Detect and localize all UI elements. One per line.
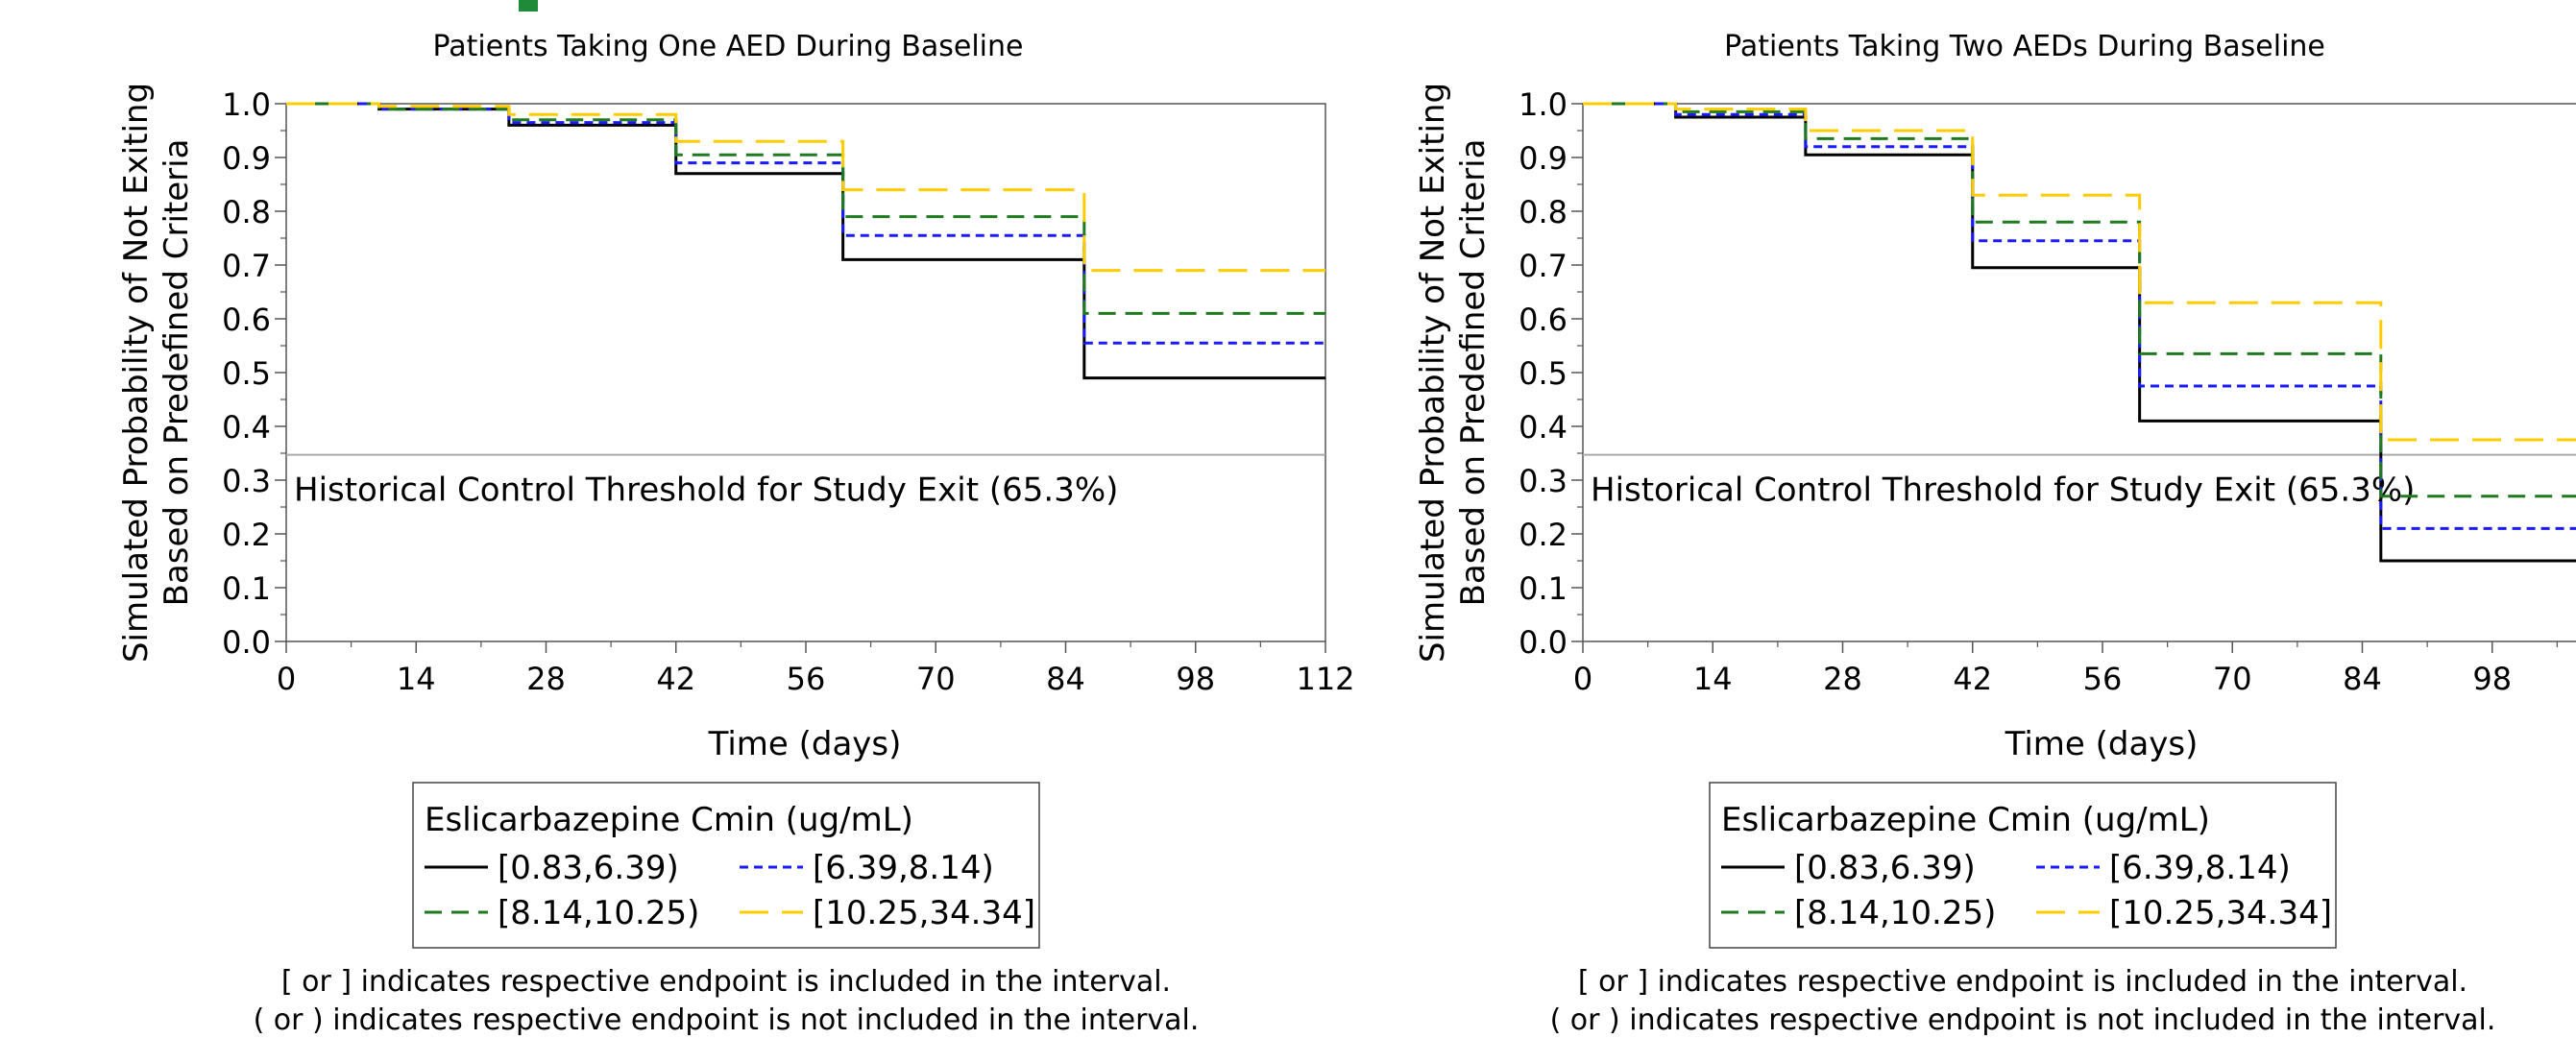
- legend-label-4: [10.25,34.34]: [2109, 894, 2332, 932]
- legend-label-4: [10.25,34.34]: [813, 894, 1035, 932]
- y-tick-label: 0.2: [222, 517, 271, 553]
- x-tick-label: 98: [1176, 661, 1215, 697]
- x-tick-label: 70: [916, 661, 956, 697]
- x-tick-label: 28: [526, 661, 566, 697]
- series-line-4: [286, 102, 1325, 273]
- y-tick-label: 1.0: [222, 86, 271, 123]
- x-tick-label: 0: [1573, 661, 1592, 697]
- legend-label-3: [8.14,10.25): [498, 894, 699, 932]
- chart-title: Patients Taking Two AEDs During Baseline: [1724, 30, 2325, 63]
- footnote-included: [ or ] indicates respective endpoint is …: [281, 965, 1171, 999]
- y-tick-label: 0.7: [1519, 248, 1567, 284]
- y-tick-label: 0.0: [1519, 624, 1567, 661]
- y-tick-label: 0.6: [1519, 302, 1567, 338]
- legend-label-1: [0.83,6.39): [498, 849, 679, 887]
- legend-label-1: [0.83,6.39): [1794, 849, 1976, 887]
- x-tick-label: 98: [2472, 661, 2512, 697]
- x-tick-label: 84: [2343, 661, 2382, 697]
- x-tick-label: 14: [397, 661, 436, 697]
- y-tick-label: 0.6: [222, 302, 271, 338]
- x-tick-label: 42: [1953, 661, 1992, 697]
- threshold-label: Historical Control Threshold for Study E…: [1591, 471, 2415, 510]
- threshold-label: Historical Control Threshold for Study E…: [294, 471, 1118, 510]
- footnote-not-included: ( or ) indicates respective endpoint is …: [254, 1003, 1200, 1035]
- y-tick-label: 0.4: [222, 409, 271, 446]
- series-line-2: [1583, 102, 2576, 530]
- legend-box: [1709, 782, 2337, 949]
- plot-frame: [285, 103, 1326, 642]
- x-tick-label: 112: [1296, 661, 1354, 697]
- y-tick-label: 0.2: [1519, 517, 1567, 553]
- y-tick-label: 0.5: [222, 355, 271, 392]
- header-accent-bar: [0, 0, 2576, 12]
- y-tick-label: 0.3: [222, 463, 271, 499]
- y-axis-label-line: Based on Predefined Criteria: [1454, 139, 1493, 607]
- y-axis-label-line: Based on Predefined Criteria: [158, 139, 196, 607]
- x-axis-label: Time (days): [2005, 725, 2199, 763]
- y-axis-label-line: Simulated Probability of Not Exiting: [1414, 83, 1452, 663]
- x-tick-label: 28: [1823, 661, 1862, 697]
- legend-label-3: [8.14,10.25): [1794, 894, 1996, 932]
- y-tick-label: 0.9: [222, 140, 271, 177]
- footnote-included: [ or ] indicates respective endpoint is …: [1578, 965, 2467, 999]
- series-line-3: [1583, 102, 2576, 498]
- chart-panel-1: Patients Taking One AED During Baseline H…: [117, 30, 1355, 1037]
- legend-title: Eslicarbazepine Cmin (ug/mL): [1721, 801, 2210, 839]
- legend-box: [412, 782, 1040, 949]
- legend-title: Eslicarbazepine Cmin (ug/mL): [425, 801, 913, 839]
- x-tick-label: 42: [656, 661, 695, 697]
- footnote-not-included: ( or ) indicates respective endpoint is …: [1550, 1003, 2496, 1035]
- series-line-3: [286, 102, 1325, 315]
- y-tick-label: 1.0: [1519, 86, 1567, 123]
- y-tick-label: 0.8: [1519, 194, 1567, 230]
- y-axis-label: Simulated Probability of Not ExitingBase…: [1414, 83, 1493, 663]
- y-tick-label: 0.4: [1519, 409, 1567, 446]
- x-axis-label: Time (days): [708, 725, 902, 763]
- y-tick-label: 0.1: [222, 570, 271, 607]
- legend-label-2: [6.39,8.14): [2109, 849, 2291, 887]
- x-tick-label: 56: [2083, 661, 2123, 697]
- y-tick-label: 0.0: [222, 624, 271, 661]
- x-tick-label: 0: [277, 661, 296, 697]
- y-tick-label: 0.1: [1519, 570, 1567, 607]
- y-tick-label: 0.8: [222, 194, 271, 230]
- y-axis-label-line: Simulated Probability of Not Exiting: [117, 83, 156, 663]
- y-tick-label: 0.9: [1519, 140, 1567, 177]
- y-tick-label: 0.5: [1519, 355, 1567, 392]
- chart-title: Patients Taking One AED During Baseline: [433, 30, 1024, 63]
- chart-panel-2: Patients Taking Two AEDs During Baseline…: [1414, 30, 2576, 1037]
- y-tick-label: 0.7: [222, 248, 271, 284]
- y-axis-label: Simulated Probability of Not ExitingBase…: [117, 83, 196, 663]
- series-line-2: [286, 102, 1325, 345]
- series-line-1: [286, 102, 1325, 380]
- series-line-4: [1583, 102, 2576, 442]
- x-tick-label: 14: [1693, 661, 1733, 697]
- x-tick-label: 70: [2213, 661, 2252, 697]
- x-tick-label: 56: [787, 661, 826, 697]
- legend-label-2: [6.39,8.14): [813, 849, 994, 887]
- x-tick-label: 84: [1046, 661, 1085, 697]
- y-tick-label: 0.3: [1519, 463, 1567, 499]
